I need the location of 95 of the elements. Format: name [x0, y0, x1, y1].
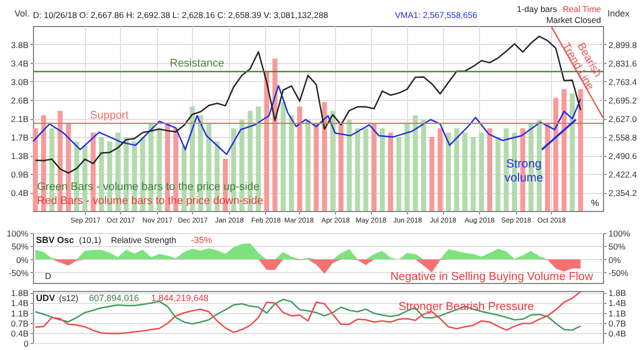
- bar: [421, 120, 426, 211]
- y2-tick-label: 2,695.2: [608, 96, 638, 106]
- y-tick-label: 2.1B: [11, 114, 29, 124]
- y2-tick-label: 2,627.0: [608, 114, 638, 124]
- y-tick-label: 1.7B: [11, 132, 29, 142]
- y2-tick-label: 0.7B: [608, 318, 626, 328]
- y-tick-label: 0.4B: [11, 188, 29, 198]
- y-tick-label: 1.8B: [11, 288, 29, 298]
- y2-axis-title: Index: [608, 8, 630, 18]
- bar: [372, 124, 377, 211]
- y2-tick-label: 2,831.6: [608, 58, 638, 68]
- y2-tick-label: 0%: [608, 254, 622, 265]
- bar: [570, 93, 575, 211]
- bar: [388, 132, 394, 211]
- y2-tick-label: 2,558.8: [608, 132, 638, 142]
- text: 1-day bars: [516, 4, 557, 14]
- bar: [438, 128, 443, 211]
- y2-tick-label: 2,763.4: [608, 77, 638, 87]
- bar: [264, 72, 270, 211]
- bar: [346, 120, 352, 211]
- text: Market Closed: [546, 15, 602, 25]
- y2-tick-label: 1.4B: [608, 298, 626, 308]
- annotation: D: [45, 271, 52, 281]
- bar: [462, 132, 468, 211]
- bar: [380, 128, 385, 211]
- bar: [404, 124, 410, 211]
- y-tick-label: 3.8B: [11, 40, 29, 50]
- text: D: 10/26/18 O: 2,667.86 H: 2,692.38 L: 2,628.16 C: 2,658.39 V: 3,081,132,288: [33, 10, 328, 20]
- bar: [330, 110, 336, 211]
- bar: [305, 120, 310, 211]
- y2-tick-label: 1.1B: [608, 308, 626, 318]
- bar: [363, 128, 368, 211]
- bar: [338, 124, 344, 211]
- chart-title: SBV Osc: [36, 235, 74, 245]
- y-tick-label: 0.7B: [11, 318, 29, 328]
- annotation: 1,844,219,648: [151, 293, 209, 303]
- text: Real Time: [562, 4, 602, 14]
- y-tick-label: 100%: [6, 228, 29, 238]
- y-tick-label: 2.6B: [11, 96, 29, 106]
- bar: [478, 132, 484, 211]
- ref-line-label: Resistance: [170, 58, 224, 70]
- bar: [396, 137, 402, 211]
- annotation: 607,894,016: [89, 293, 140, 303]
- y2-tick-label: -50%: [608, 268, 629, 278]
- bar: [322, 102, 327, 211]
- bar: [470, 137, 476, 211]
- y2-tick-label: 2,490.6: [608, 151, 638, 161]
- y-tick-label: 1.3B: [11, 151, 29, 161]
- bar: [272, 58, 278, 211]
- bar: [288, 115, 294, 211]
- bar: [487, 128, 492, 211]
- annotation: Negative in Selling Buying Volume Flow: [390, 271, 594, 283]
- bar: [545, 124, 550, 211]
- y2-tick-label: 2,899.8: [608, 40, 638, 50]
- bar: [553, 98, 558, 211]
- y-axis-title: Vol.: [14, 8, 30, 18]
- y-tick-label: -50%: [8, 268, 29, 278]
- y2-tick-label: 50%: [608, 242, 626, 252]
- y-tick-label: 0.4B: [11, 328, 29, 338]
- y2-tick-label: 1.8B: [608, 288, 626, 298]
- y-tick-label: 0: [24, 338, 29, 348]
- y-tick-label: 0%: [16, 254, 29, 265]
- y2-tick-label: 2,422.4: [608, 170, 638, 180]
- y-tick-label: 3.0B: [11, 77, 29, 87]
- y-tick-label: 1.4B: [11, 298, 29, 308]
- bar: [454, 128, 460, 211]
- bar: [280, 102, 286, 211]
- bar: [495, 137, 500, 211]
- y-tick-label: 1.1B: [11, 308, 29, 318]
- bar: [578, 89, 584, 211]
- y2-tick-label: 2,354.2: [608, 188, 638, 198]
- bar: [314, 124, 319, 211]
- y-tick-label: 0.9B: [11, 170, 29, 180]
- y-tick-label: 50%: [11, 242, 29, 252]
- annotation: (10,1): [79, 235, 102, 245]
- text: VMA1: 2,567,558,656: [395, 10, 478, 20]
- bar: [446, 132, 451, 211]
- y2-tick-label: 0.4B: [608, 328, 626, 338]
- ref-line-label: Support: [90, 109, 129, 122]
- bar: [429, 137, 434, 211]
- bar: [32, 128, 38, 211]
- bar: [297, 106, 302, 211]
- line-series: [34, 290, 582, 334]
- annotation: (s12): [59, 293, 79, 303]
- y-tick-label: 3.4B: [11, 58, 29, 68]
- bar: [355, 128, 360, 211]
- chart-title: UDV: [36, 293, 56, 303]
- bar: [562, 89, 567, 211]
- y2-tick-label: 100%: [608, 228, 631, 238]
- annotation: Strong volume: [504, 156, 544, 185]
- annotation: %: [591, 198, 600, 208]
- bar: [412, 115, 418, 211]
- annotation: Relative Strength: [111, 235, 176, 245]
- annotation: -35%: [191, 235, 212, 245]
- annotation: Red Bars - volume bars to the price down-side: [37, 195, 264, 207]
